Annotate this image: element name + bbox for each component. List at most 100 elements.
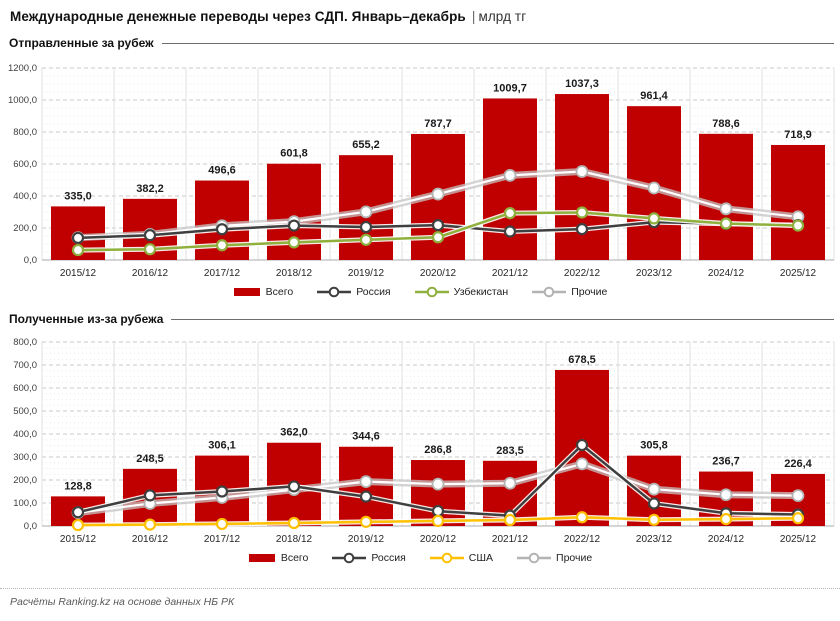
legend-label: Всего [265, 286, 294, 298]
x-axis-tick-label: 2017/12 [204, 534, 241, 545]
page-title-text: Международные денежные переводы через СД… [10, 9, 466, 24]
y-axis-tick-label: 400,0 [13, 191, 37, 202]
y-axis-tick-label: 500,0 [13, 406, 37, 417]
marker-usa [215, 517, 229, 531]
legend-item-others: Прочие [532, 286, 607, 298]
marker-others [791, 489, 805, 503]
bar-value-label: 306,1 [208, 440, 236, 452]
marker-usa [71, 518, 85, 532]
bar-value-label: 678,5 [568, 354, 596, 366]
y-axis-tick-label: 700,0 [13, 360, 37, 371]
legend-label: Россия [356, 286, 391, 298]
bar-value-label: 496,6 [208, 165, 236, 177]
x-axis-tick-label: 2023/12 [636, 534, 673, 545]
marker-uzbekistan [215, 239, 229, 252]
x-axis-tick-label: 2024/12 [708, 534, 745, 545]
x-axis-tick-label: 2018/12 [276, 534, 313, 545]
x-axis-labels: 2015/12 2016/12 2017/12 2018/12 2019/12 2020/… [60, 534, 817, 545]
y-axis-tick-label: 400,0 [13, 429, 37, 440]
marker-russia [287, 480, 301, 493]
y-axis-tick-label: 0,0 [24, 255, 37, 266]
x-axis-tick-label: 2016/12 [132, 268, 169, 279]
marker-others [359, 475, 373, 489]
x-axis-tick-label: 2025/12 [780, 268, 817, 279]
legend-bar-swatch-icon [248, 554, 275, 562]
y-axis-tick-label: 600,0 [13, 383, 37, 394]
marker-others [359, 205, 373, 219]
page-title: Международные денежные переводы через СД… [0, 0, 840, 24]
marker-uzbekistan [575, 206, 589, 219]
y-axis-tick-label: 100,0 [13, 498, 37, 509]
y-axis-tick-label: 800,0 [13, 337, 37, 348]
bar [771, 144, 825, 260]
marker-usa [719, 513, 733, 526]
x-axis-tick-label: 2015/12 [60, 534, 97, 545]
bar-value-label: 128,8 [64, 480, 92, 492]
y-axis-tick-label: 0,0 [24, 521, 37, 532]
legend-received-abroad: Всего Россия США Прочие [0, 550, 840, 566]
x-axis-labels: 2015/12 2016/12 2017/12 2018/12 2019/12 2020/… [60, 268, 817, 279]
marker-uzbekistan [287, 236, 301, 249]
marker-uzbekistan [791, 219, 805, 232]
marker-russia [503, 225, 517, 238]
marker-others [647, 181, 661, 195]
marker-russia [431, 219, 445, 232]
legend-label: США [468, 552, 494, 564]
bar-value-label: 382,2 [136, 183, 164, 195]
bar-value-label: 344,6 [352, 431, 380, 443]
bar-value-label: 787,7 [424, 118, 452, 130]
marker-others [647, 482, 661, 496]
legend-line-swatch-icon [332, 552, 367, 564]
legend-item-others: Прочие [517, 552, 592, 564]
chart-received-abroad: 0,0 100,0 200,0 300,0 400,0 500,0 600,0 700,0 80… [13, 337, 835, 545]
x-axis-tick-label: 2019/12 [348, 534, 385, 545]
section-rule [171, 319, 834, 320]
marker-usa [143, 518, 157, 531]
legend-line-swatch-icon [532, 286, 567, 298]
line-usa [71, 511, 805, 532]
legend-item-russia: Россия [317, 286, 391, 298]
x-axis-tick-label: 2019/12 [348, 268, 385, 279]
x-axis-tick-label: 2022/12 [564, 268, 601, 279]
x-axis-tick-label: 2025/12 [780, 534, 817, 545]
marker-others [503, 168, 517, 182]
bar-value-label: 961,4 [640, 90, 668, 102]
legend-item-total: Всего [233, 286, 294, 298]
bar-value-label: 248,5 [136, 453, 164, 465]
bar-value-label: 236,7 [712, 456, 740, 468]
legend-item-usa: США [429, 552, 494, 564]
bar-value-labels: 128,8 248,5 306,1 362,0 344,6 286,8 283,5 678,5… [64, 354, 812, 492]
y-axis-tick-label: 800,0 [13, 127, 37, 138]
footer-credit: Расчёты Ranking.kz на основе данных НБ Р… [10, 596, 235, 608]
marker-usa [647, 513, 661, 526]
marker-russia [431, 504, 445, 518]
legend-label: Россия [371, 552, 406, 564]
legend-sent-abroad: Всего Россия Узбекистан Прочие [0, 284, 840, 300]
x-axis-tick-label: 2017/12 [204, 268, 241, 279]
y-axis-tick-label: 600,0 [13, 159, 37, 170]
y-axis-tick-label: 200,0 [13, 223, 37, 234]
marker-russia [215, 485, 229, 498]
title-unit-label: млрд тг [478, 9, 527, 24]
marker-usa [359, 515, 373, 528]
bar-value-label: 305,8 [640, 440, 668, 452]
marker-others [575, 457, 589, 471]
bar-value-label: 226,4 [784, 458, 812, 470]
legend-line-swatch-icon [414, 286, 449, 298]
marker-russia [143, 229, 157, 242]
bar-value-labels: 335,0 382,2 496,6 601,8 655,2 787,7 1009,7 1037… [64, 78, 812, 202]
marker-others [431, 477, 445, 491]
legend-line-swatch-icon [317, 286, 352, 298]
y-axis-tick-label: 1200,0 [8, 63, 37, 74]
x-axis-tick-label: 2022/12 [564, 534, 601, 545]
y-axis-tick-label: 300,0 [13, 452, 37, 463]
title-separator: | [471, 9, 476, 24]
marker-others [719, 202, 733, 216]
x-axis-tick-label: 2018/12 [276, 268, 313, 279]
marker-russia [71, 506, 85, 519]
marker-others [503, 476, 517, 490]
legend-label: Прочие [556, 552, 593, 564]
x-axis-tick-label: 2016/12 [132, 534, 169, 545]
marker-russia [143, 489, 157, 502]
marker-russia [215, 223, 229, 236]
